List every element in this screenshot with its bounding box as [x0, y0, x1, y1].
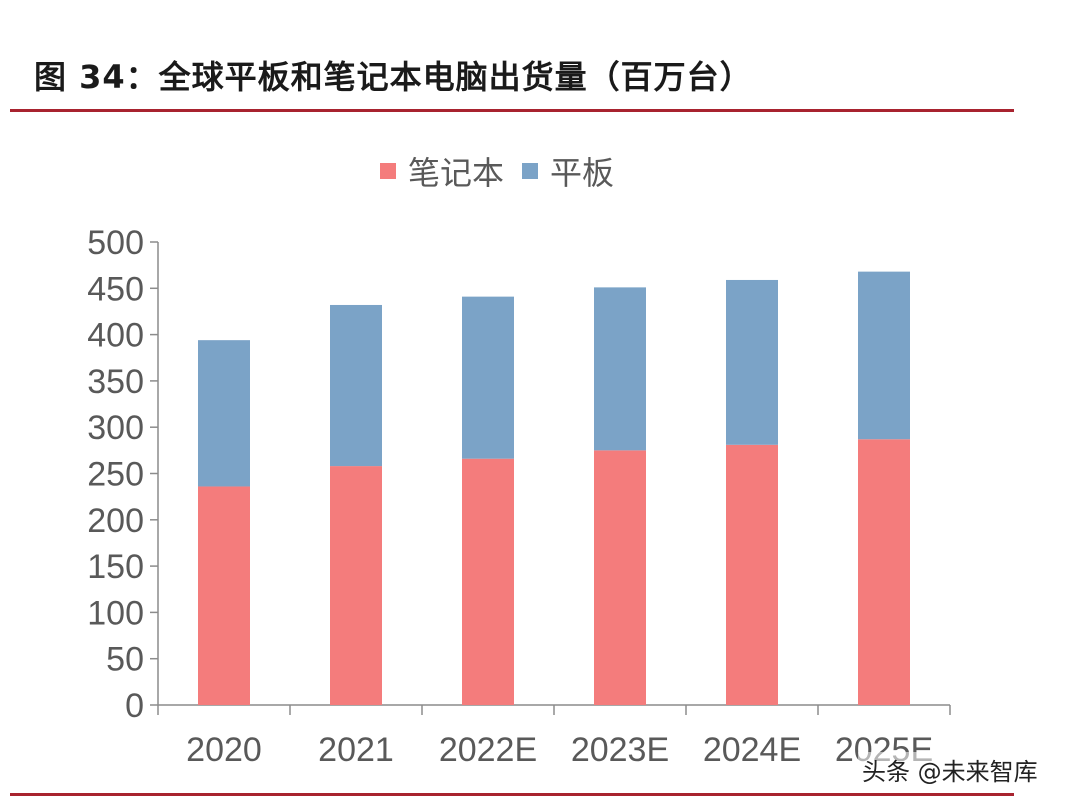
- legend-item-tablet: 平板: [522, 148, 614, 194]
- legend-swatch-notebook: [380, 163, 396, 179]
- bar-notebook: [198, 486, 250, 705]
- y-tick-label: 50: [106, 641, 144, 679]
- legend-label-notebook: 笔记本: [408, 154, 505, 192]
- legend-label-tablet: 平板: [550, 154, 615, 192]
- y-tick-label: 400: [87, 317, 144, 355]
- bar-tablet: [726, 279, 778, 445]
- bar-tablet: [594, 287, 646, 451]
- y-tick-label: 300: [87, 409, 144, 447]
- bottom-divider: [10, 793, 1014, 796]
- y-tick-label: 250: [87, 456, 144, 494]
- bar-notebook: [594, 450, 646, 705]
- legend: 笔记本 平板: [380, 148, 614, 194]
- bar-notebook: [462, 458, 514, 705]
- y-tick-label: 100: [87, 594, 144, 632]
- bar-notebook: [330, 466, 382, 705]
- x-tick-label: 2020: [186, 731, 262, 769]
- y-tick-label: 150: [87, 548, 144, 586]
- x-tick-label: 2024E: [703, 731, 801, 769]
- x-tick-label: 2022E: [439, 731, 537, 769]
- chart-title: 图 34：全球平板和笔记本电脑出货量（百万台）: [34, 58, 753, 96]
- y-tick-label: 500: [87, 224, 144, 262]
- title-divider: [10, 109, 1014, 112]
- y-tick-label: 0: [125, 687, 144, 725]
- bar-tablet: [330, 304, 382, 467]
- bar-tablet: [198, 340, 250, 487]
- y-tick-label: 200: [87, 502, 144, 540]
- y-tick-label: 350: [87, 363, 144, 401]
- bar-notebook: [858, 439, 910, 705]
- bar-notebook: [726, 444, 778, 705]
- y-tick-label: 450: [87, 270, 144, 308]
- bar-tablet: [858, 271, 910, 440]
- legend-item-notebook: 笔记本: [380, 148, 504, 194]
- x-tick-label: 2023E: [571, 731, 669, 769]
- bar-tablet: [462, 296, 514, 459]
- watermark: 头条 @未来智库: [858, 752, 1042, 787]
- x-tick-label: 2021: [318, 731, 394, 769]
- legend-swatch-tablet: [522, 163, 539, 179]
